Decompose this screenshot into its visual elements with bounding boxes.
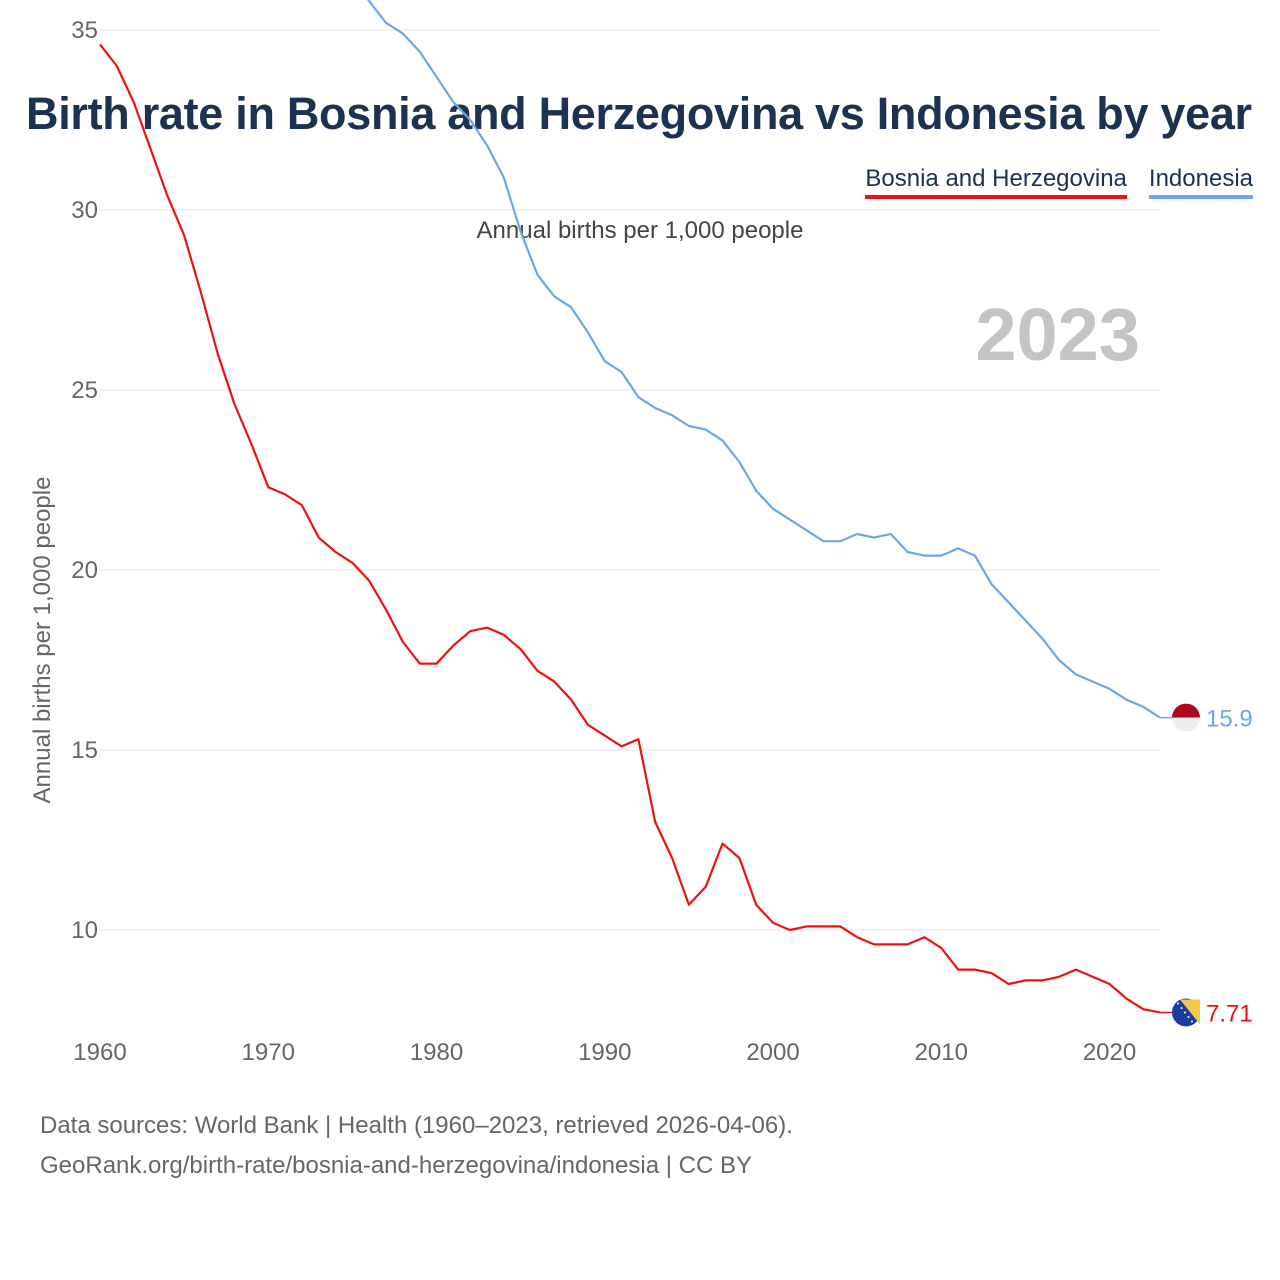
- series-line-bosnia[interactable]: [99, 43, 1161, 1014]
- x-axis-ticks: 1960 1970 1980 1990 2000 2010 2020: [73, 1039, 1136, 1066]
- bosnia-flag-icon: [1172, 998, 1200, 1027]
- x-tick-label: 1960: [73, 1039, 126, 1066]
- x-tick-label: 1970: [242, 1039, 295, 1066]
- x-tick-label: 2020: [1083, 1039, 1136, 1066]
- y-tick-label: 15: [71, 737, 98, 764]
- footer-url: GeoRank.org/birth-rate/bosnia-and-herzeg…: [40, 1152, 752, 1179]
- x-tick-label: 2010: [915, 1039, 968, 1066]
- year-watermark: 2023: [975, 293, 1140, 376]
- y-tick-label: 20: [71, 557, 98, 584]
- end-value-label: 7.71: [1206, 1000, 1253, 1027]
- x-tick-label: 2000: [746, 1039, 799, 1066]
- series-line-indonesia[interactable]: [100, 0, 1161, 719]
- indonesia-flag-icon: [1172, 703, 1200, 732]
- footer-sources: Data sources: World Bank | Health (1960–…: [40, 1112, 793, 1139]
- end-markers: 7.71 15.9: [1160, 703, 1253, 1027]
- series-lines: [99, 0, 1161, 1014]
- y-tick-label: 35: [71, 17, 98, 44]
- legend: Bosnia and Herzegovina Indonesia: [865, 165, 1253, 199]
- legend-item-indonesia[interactable]: Indonesia: [1148, 165, 1253, 199]
- gridlines: [100, 29, 1160, 931]
- y-tick-label: 30: [71, 197, 98, 224]
- chart-subtitle: Annual births per 1,000 people: [476, 217, 804, 244]
- line-chart: 2023 1015202530354045 196019701980199020…: [29, 0, 1253, 1066]
- y-tick-label: 25: [71, 377, 98, 404]
- y-axis-ticks: 1015202530354045: [71, 17, 98, 944]
- x-tick-label: 1980: [410, 1039, 463, 1066]
- x-tick-label: 1990: [578, 1039, 631, 1066]
- footer: Data sources: World Bank | Health (1960–…: [40, 1106, 793, 1186]
- chart-title: Birth rate in Bosnia and Herzegovina vs …: [26, 88, 1252, 139]
- end-value-label: 15.9: [1206, 706, 1253, 733]
- y-tick-label: 10: [71, 917, 98, 944]
- y-axis-label: Annual births per 1,000 people: [29, 477, 56, 804]
- legend-item-bosnia[interactable]: Bosnia and Herzegovina: [865, 165, 1127, 199]
